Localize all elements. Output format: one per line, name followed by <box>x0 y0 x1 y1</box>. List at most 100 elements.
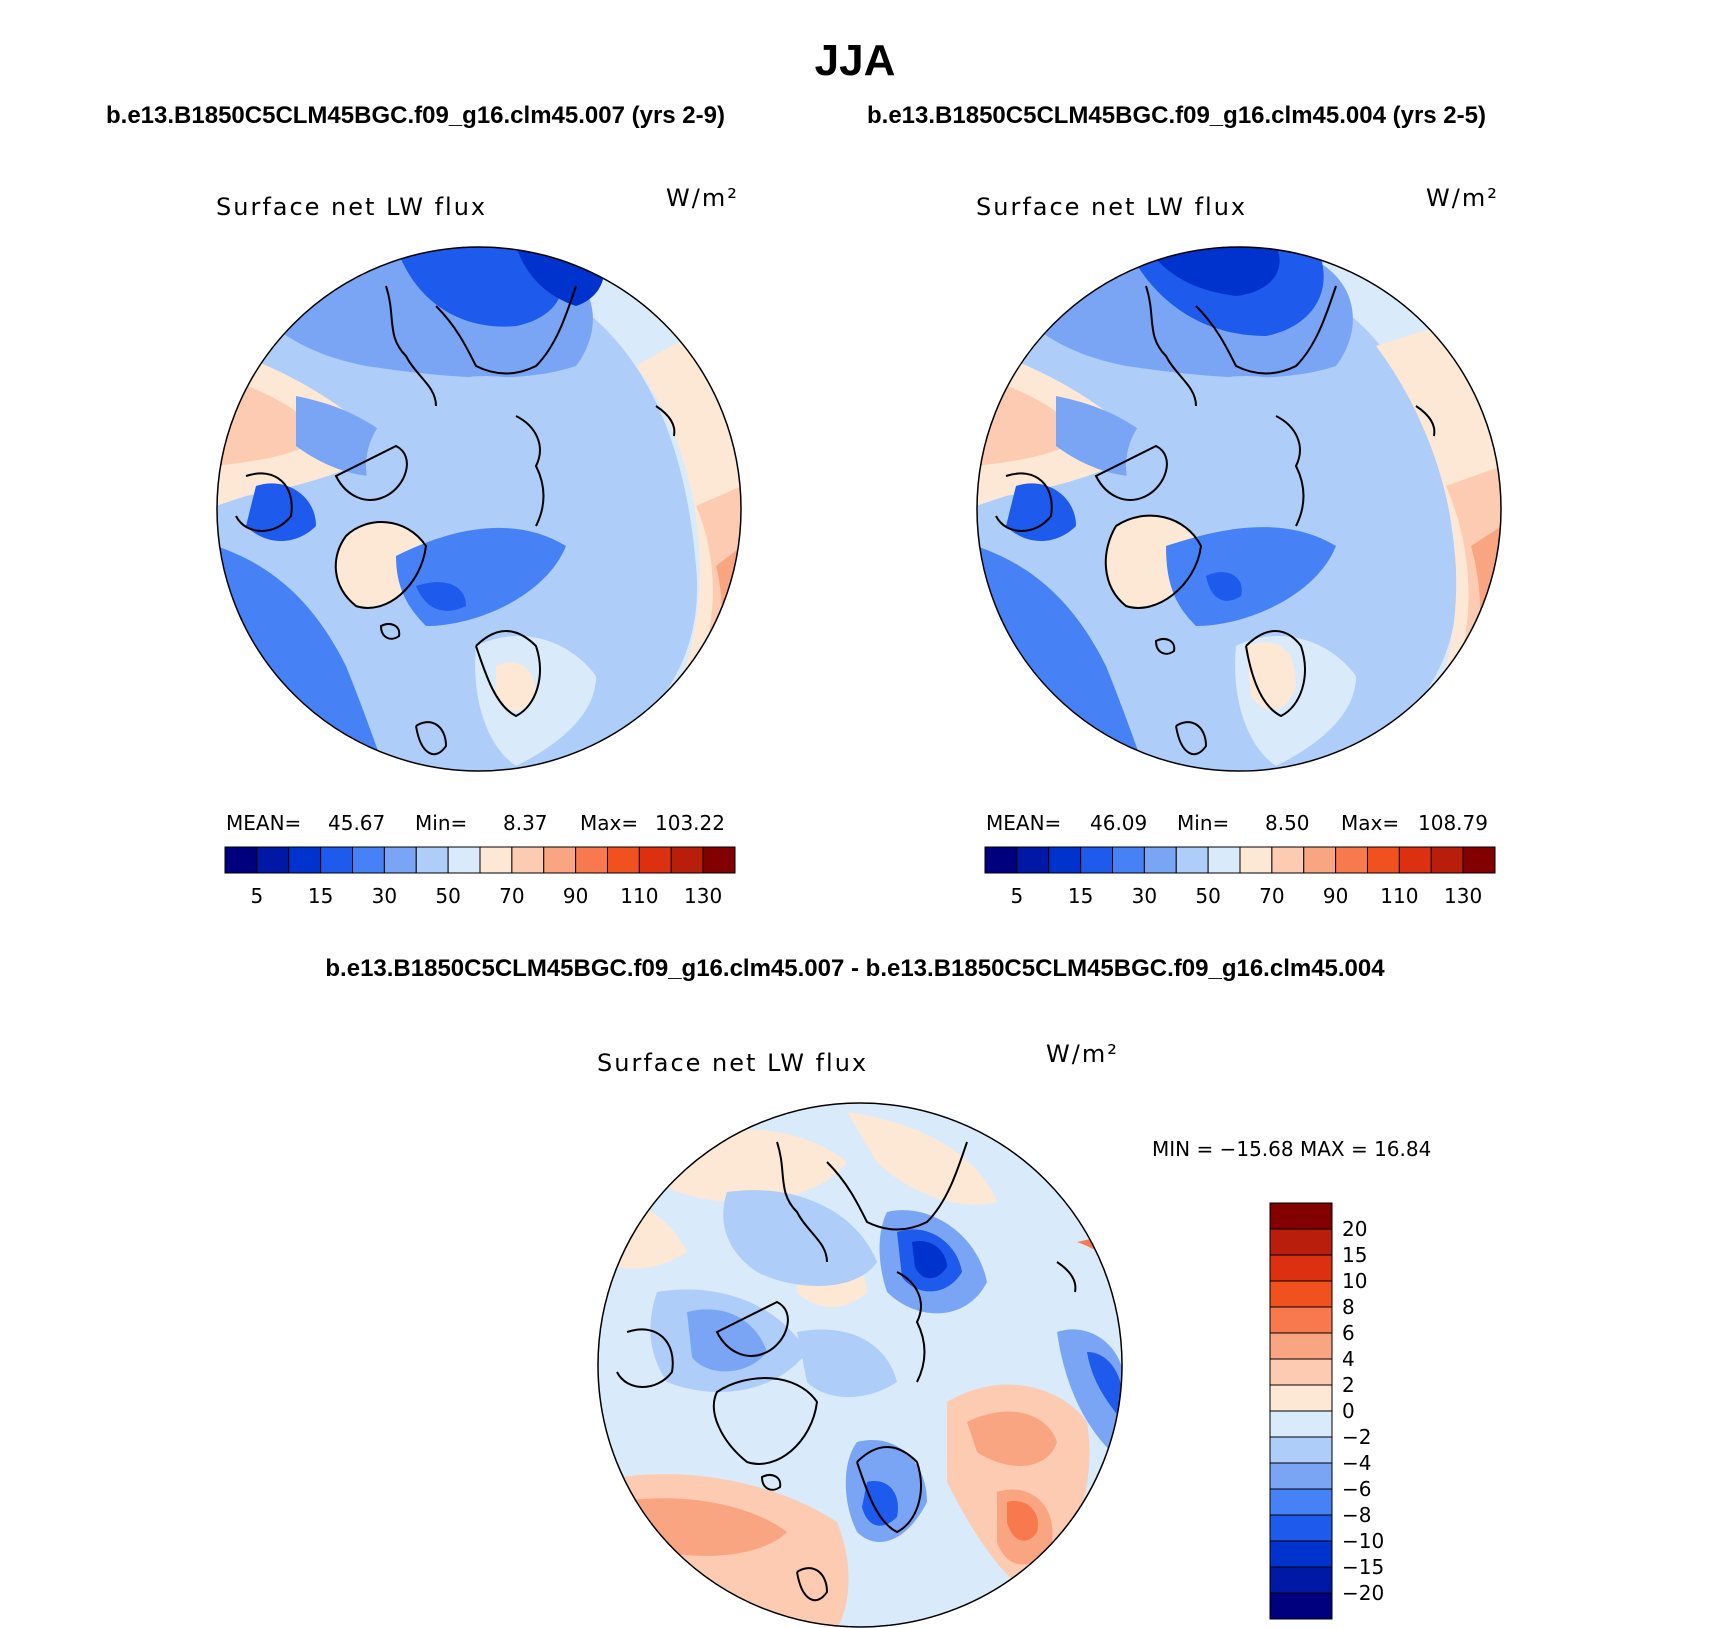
left-mean-value: 45.67 <box>328 811 386 835</box>
diff-colorbar-tick-label: 4 <box>1342 1347 1355 1371</box>
left-colorbar-tick-label: 30 <box>371 884 398 908</box>
diff-colorbar-swatch <box>1269 1566 1333 1594</box>
right-min-label: Min= <box>1177 811 1230 835</box>
diff-colorbar-tick-label: 0 <box>1342 1399 1355 1423</box>
diff-colorbar-tick-label: −8 <box>1342 1503 1372 1527</box>
left-colorbar-swatch <box>256 846 290 874</box>
diff-panel-variable: Surface net LW flux <box>597 1049 869 1077</box>
left-colorbar-tick-label: 90 <box>562 884 589 908</box>
diff-colorbar-swatch <box>1269 1410 1333 1438</box>
right-colorbar-swatch <box>1207 846 1241 874</box>
right-colorbar-swatch <box>984 846 1018 874</box>
right-colorbar-tick-label: 30 <box>1131 884 1158 908</box>
right-colorbar-swatch <box>1367 846 1400 874</box>
diff-colorbar-tick-label: 15 <box>1342 1243 1368 1267</box>
left-colorbar-swatch <box>479 846 513 874</box>
right-colorbar-tick-label: 15 <box>1067 884 1094 908</box>
left-colorbar-swatch <box>575 846 608 874</box>
diff-colorbar-swatch <box>1269 1202 1333 1230</box>
diff-colorbar-swatch <box>1269 1436 1333 1464</box>
diff-colorbar-tick-label: −2 <box>1342 1425 1372 1449</box>
diff-colorbar-swatch <box>1269 1488 1333 1516</box>
right-colorbar-tick-label: 70 <box>1259 884 1285 908</box>
right-colorbar-tick-label: 50 <box>1195 884 1221 908</box>
diff-colorbar-tick-label: −10 <box>1342 1529 1385 1553</box>
diff-colorbar-tick-label: 10 <box>1342 1269 1368 1293</box>
left-colorbar-labels: 5 15 30 50 70 90 110 130 <box>225 884 735 910</box>
left-colorbar-swatch <box>320 846 353 874</box>
diff-colorbar-swatch <box>1269 1228 1333 1256</box>
right-mean-label: MEAN= <box>986 811 1062 835</box>
left-colorbar-swatch <box>415 846 449 874</box>
diff-colorbar-swatch <box>1269 1358 1333 1386</box>
right-colorbar-tick-label: 5 <box>1010 884 1024 908</box>
diff-colorbar-swatch <box>1269 1332 1333 1360</box>
left-colorbar-swatch <box>288 846 322 874</box>
diff-colorbar-tick-label: 2 <box>1342 1373 1355 1397</box>
left-colorbar-swatch <box>383 846 417 874</box>
right-min-value: 8.50 <box>1265 811 1310 835</box>
left-max-value: 103.22 <box>655 811 725 835</box>
diff-colorbar-swatch <box>1269 1462 1333 1490</box>
diff-colorbar-tick-label: 20 <box>1342 1217 1368 1241</box>
left-colorbar-swatch <box>638 846 672 874</box>
right-colorbar-swatch <box>1143 846 1177 874</box>
right-colorbar-swatch <box>1016 846 1050 874</box>
diff-colorbar <box>1269 1202 1333 1620</box>
right-colorbar-swatch <box>1462 846 1496 874</box>
diff-colorbar-tick-label: −4 <box>1342 1451 1372 1475</box>
left-min-value: 8.37 <box>503 811 548 835</box>
left-colorbar-tick-label: 15 <box>307 884 334 908</box>
left-colorbar-swatch <box>670 846 704 874</box>
right-colorbar-swatch <box>1048 846 1082 874</box>
diff-colorbar-swatch <box>1269 1384 1333 1412</box>
left-panel-units: W/m² <box>666 184 739 212</box>
case-1-title: b.e13.B1850C5CLM45BGC.f09_g16.clm45.007 … <box>106 102 725 129</box>
right-polar-map <box>976 246 1502 772</box>
left-colorbar-tick-label: 5 <box>250 884 264 908</box>
left-colorbar <box>224 846 736 874</box>
left-colorbar-swatch <box>607 846 640 874</box>
right-colorbar <box>984 846 1496 874</box>
left-colorbar-swatch <box>543 846 577 874</box>
diff-colorbar-tick-label: −15 <box>1342 1555 1385 1579</box>
diff-colorbar-tick-label: −20 <box>1342 1581 1385 1605</box>
diff-colorbar-swatch <box>1269 1592 1333 1620</box>
diff-title: b.e13.B1850C5CLM45BGC.f09_g16.clm45.007 … <box>325 955 1385 982</box>
right-colorbar-swatch <box>1271 846 1305 874</box>
right-colorbar-swatch <box>1239 846 1273 874</box>
left-colorbar-swatch <box>352 846 385 874</box>
diff-colorbar-swatch <box>1269 1306 1333 1334</box>
diff-colorbar-swatch <box>1269 1280 1333 1308</box>
left-colorbar-swatch <box>224 846 258 874</box>
diff-colorbar-swatch <box>1269 1514 1333 1542</box>
diff-panel-units: W/m² <box>1046 1040 1119 1068</box>
right-mean-value: 46.09 <box>1090 811 1148 835</box>
left-polar-map <box>216 246 742 772</box>
left-colorbar-swatch <box>511 846 545 874</box>
diff-colorbar-tick-label: −6 <box>1342 1477 1372 1501</box>
right-colorbar-labels: 5 15 30 50 70 90 110 130 <box>985 884 1495 910</box>
left-panel-variable: Surface net LW flux <box>216 193 488 221</box>
diff-colorbar-swatch <box>1269 1540 1333 1568</box>
season-title: JJA <box>814 36 896 85</box>
diff-colorbar-labels: 20 15 10 8 6 4 2 0 −2 −4 −6 −8 −10 −15 −20 <box>1342 1203 1442 1619</box>
diff-colorbar-tick-label: 6 <box>1342 1321 1355 1345</box>
right-colorbar-swatch <box>1112 846 1145 874</box>
right-colorbar-swatch <box>1430 846 1464 874</box>
case-2-title: b.e13.B1850C5CLM45BGC.f09_g16.clm45.004 … <box>867 102 1486 129</box>
left-mean-label: MEAN= <box>226 811 302 835</box>
right-panel-variable: Surface net LW flux <box>976 193 1248 221</box>
right-colorbar-swatch <box>1175 846 1209 874</box>
left-colorbar-tick-label: 70 <box>499 884 525 908</box>
diff-colorbar-tick-label: 8 <box>1342 1295 1355 1319</box>
diff-minmax: MIN = −15.68 MAX = 16.84 <box>1152 1137 1432 1161</box>
left-colorbar-tick-label: 50 <box>435 884 461 908</box>
right-colorbar-tick-label: 130 <box>1444 884 1483 908</box>
right-colorbar-tick-label: 110 <box>1380 884 1419 908</box>
diff-polar-map <box>597 1102 1123 1628</box>
right-colorbar-swatch <box>1398 846 1432 874</box>
right-colorbar-swatch <box>1303 846 1337 874</box>
right-colorbar-tick-label: 90 <box>1322 884 1349 908</box>
right-panel-units: W/m² <box>1426 184 1499 212</box>
